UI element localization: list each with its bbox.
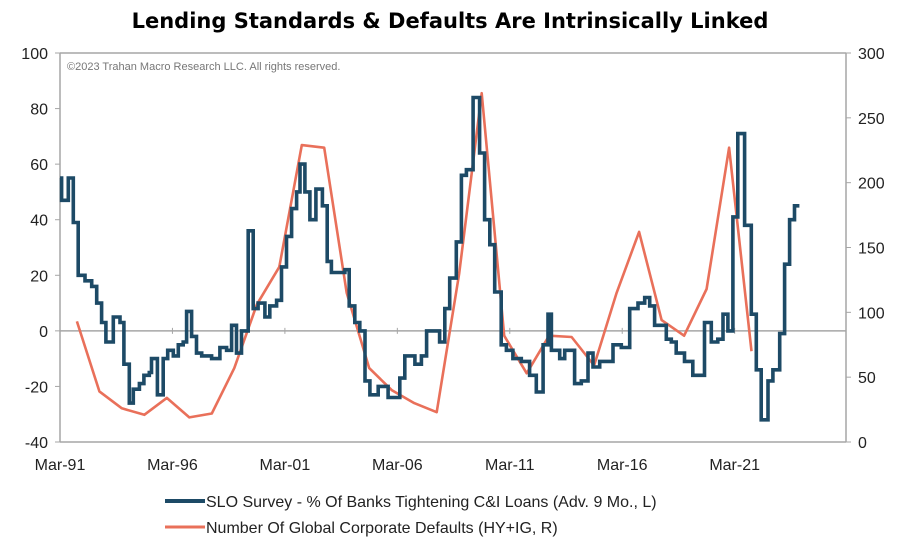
axes: 100806040200-20-40300250200150100500Mar-…	[21, 46, 885, 474]
x-tick-label: Mar-21	[709, 457, 760, 474]
legend-label-defaults: Number Of Global Corporate Defaults (HY+…	[206, 520, 558, 537]
x-tick-label: Mar-16	[597, 457, 648, 474]
left-tick-label: -20	[25, 379, 48, 396]
series-line-slo-survey	[59, 95, 800, 422]
right-tick-label: 200	[858, 176, 885, 193]
right-tick-label: 0	[858, 435, 867, 452]
legend-label-slo: SLO Survey - % Of Banks Tightening C&I L…	[206, 494, 657, 511]
series-line-defaults	[75, 91, 753, 419]
right-tick-label: 250	[858, 111, 885, 128]
x-tick-label: Mar-11	[485, 457, 535, 474]
x-tick-label: Mar-91	[35, 457, 86, 474]
copyright-notice: ©2023 Trahan Macro Research LLC. All rig…	[67, 61, 340, 73]
left-tick-label: 100	[21, 46, 48, 63]
x-tick-label: Mar-01	[260, 457, 311, 474]
right-tick-label: 150	[858, 241, 885, 258]
left-tick-label: 0	[39, 324, 48, 341]
legend: SLO Survey - % Of Banks Tightening C&I L…	[165, 494, 657, 537]
right-tick-label: 300	[858, 46, 885, 63]
x-tick-label: Mar-06	[372, 457, 423, 474]
left-tick-label: 20	[30, 268, 48, 285]
left-tick-label: 40	[30, 213, 48, 230]
right-tick-label: 100	[858, 305, 885, 322]
left-tick-label: 60	[30, 157, 48, 174]
right-tick-label: 50	[858, 370, 876, 387]
series-layer	[59, 91, 800, 422]
left-tick-label: -40	[25, 435, 48, 452]
left-tick-label: 80	[30, 102, 48, 119]
x-tick-label: Mar-96	[147, 457, 198, 474]
chart-title: Lending Standards & Defaults Are Intrins…	[132, 9, 769, 33]
